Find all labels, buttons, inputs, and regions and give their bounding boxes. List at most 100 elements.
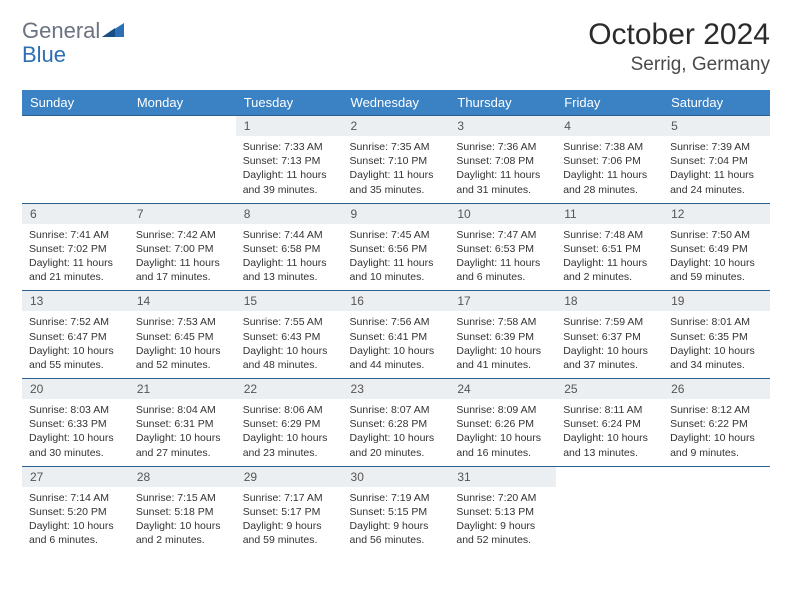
calendar-day-cell: 17Sunrise: 7:58 AMSunset: 6:39 PMDayligh… (449, 291, 556, 379)
day-number: 27 (22, 467, 129, 487)
calendar-day-cell: 13Sunrise: 7:52 AMSunset: 6:47 PMDayligh… (22, 291, 129, 379)
day-ss: Sunset: 5:13 PM (456, 505, 549, 519)
day-number: 8 (236, 204, 343, 224)
day-number: 14 (129, 291, 236, 311)
day-ss: Sunset: 7:02 PM (29, 242, 122, 256)
calendar-day-cell: 19Sunrise: 8:01 AMSunset: 6:35 PMDayligh… (663, 291, 770, 379)
day-number: 19 (663, 291, 770, 311)
day-dl: Daylight: 11 hours and 17 minutes. (136, 256, 229, 284)
day-sr: Sunrise: 7:44 AM (243, 228, 336, 242)
day-number: 16 (343, 291, 450, 311)
calendar-day-cell: 4Sunrise: 7:38 AMSunset: 7:06 PMDaylight… (556, 116, 663, 204)
day-number: 1 (236, 116, 343, 136)
calendar-day-cell: 29Sunrise: 7:17 AMSunset: 5:17 PMDayligh… (236, 466, 343, 553)
day-sr: Sunrise: 7:50 AM (670, 228, 763, 242)
day-details: Sunrise: 7:47 AMSunset: 6:53 PMDaylight:… (449, 224, 556, 291)
day-sr: Sunrise: 8:03 AM (29, 403, 122, 417)
calendar-day-cell: 5Sunrise: 7:39 AMSunset: 7:04 PMDaylight… (663, 116, 770, 204)
day-details: Sunrise: 8:07 AMSunset: 6:28 PMDaylight:… (343, 399, 450, 466)
calendar-day-cell: 10Sunrise: 7:47 AMSunset: 6:53 PMDayligh… (449, 203, 556, 291)
day-ss: Sunset: 7:10 PM (350, 154, 443, 168)
month-title: October 2024 (588, 18, 770, 52)
day-number: 20 (22, 379, 129, 399)
calendar-day-cell: 28Sunrise: 7:15 AMSunset: 5:18 PMDayligh… (129, 466, 236, 553)
day-details: Sunrise: 7:50 AMSunset: 6:49 PMDaylight:… (663, 224, 770, 291)
day-number: 5 (663, 116, 770, 136)
day-details: Sunrise: 8:12 AMSunset: 6:22 PMDaylight:… (663, 399, 770, 466)
day-details: Sunrise: 7:38 AMSunset: 7:06 PMDaylight:… (556, 136, 663, 203)
day-details: Sunrise: 7:59 AMSunset: 6:37 PMDaylight:… (556, 311, 663, 378)
day-details: Sunrise: 7:39 AMSunset: 7:04 PMDaylight:… (663, 136, 770, 203)
weekday-saturday: Saturday (663, 90, 770, 116)
day-details: Sunrise: 7:44 AMSunset: 6:58 PMDaylight:… (236, 224, 343, 291)
day-number: 22 (236, 379, 343, 399)
day-dl: Daylight: 11 hours and 31 minutes. (456, 168, 549, 196)
day-number: 26 (663, 379, 770, 399)
day-number: 28 (129, 467, 236, 487)
day-number: 6 (22, 204, 129, 224)
day-dl: Daylight: 10 hours and 27 minutes. (136, 431, 229, 459)
day-sr: Sunrise: 8:11 AM (563, 403, 656, 417)
day-dl: Daylight: 10 hours and 23 minutes. (243, 431, 336, 459)
day-sr: Sunrise: 8:04 AM (136, 403, 229, 417)
calendar-day-cell: 21Sunrise: 8:04 AMSunset: 6:31 PMDayligh… (129, 379, 236, 467)
day-sr: Sunrise: 8:06 AM (243, 403, 336, 417)
day-details: Sunrise: 7:48 AMSunset: 6:51 PMDaylight:… (556, 224, 663, 291)
day-details: Sunrise: 8:09 AMSunset: 6:26 PMDaylight:… (449, 399, 556, 466)
weekday-friday: Friday (556, 90, 663, 116)
day-ss: Sunset: 5:17 PM (243, 505, 336, 519)
day-sr: Sunrise: 7:15 AM (136, 491, 229, 505)
calendar-day-cell: 2Sunrise: 7:35 AMSunset: 7:10 PMDaylight… (343, 116, 450, 204)
header: General October 2024 Serrig, Germany (22, 18, 770, 76)
day-details: Sunrise: 7:35 AMSunset: 7:10 PMDaylight:… (343, 136, 450, 203)
day-sr: Sunrise: 7:48 AM (563, 228, 656, 242)
day-details: Sunrise: 8:06 AMSunset: 6:29 PMDaylight:… (236, 399, 343, 466)
location: Serrig, Germany (588, 54, 770, 76)
day-number: 15 (236, 291, 343, 311)
day-ss: Sunset: 6:31 PM (136, 417, 229, 431)
calendar-day-cell: . (663, 466, 770, 553)
day-dl: Daylight: 10 hours and 59 minutes. (670, 256, 763, 284)
logo-text-blue-wrap: Blue (22, 42, 66, 68)
calendar-week-row: 27Sunrise: 7:14 AMSunset: 5:20 PMDayligh… (22, 466, 770, 553)
calendar-day-cell: 26Sunrise: 8:12 AMSunset: 6:22 PMDayligh… (663, 379, 770, 467)
weekday-monday: Monday (129, 90, 236, 116)
day-dl: Daylight: 10 hours and 30 minutes. (29, 431, 122, 459)
day-ss: Sunset: 6:47 PM (29, 330, 122, 344)
day-ss: Sunset: 7:00 PM (136, 242, 229, 256)
calendar-week-row: ..1Sunrise: 7:33 AMSunset: 7:13 PMDaylig… (22, 116, 770, 204)
day-number: 7 (129, 204, 236, 224)
day-ss: Sunset: 6:49 PM (670, 242, 763, 256)
day-sr: Sunrise: 7:56 AM (350, 315, 443, 329)
calendar-day-cell: 12Sunrise: 7:50 AMSunset: 6:49 PMDayligh… (663, 203, 770, 291)
day-sr: Sunrise: 7:17 AM (243, 491, 336, 505)
day-number: 18 (556, 291, 663, 311)
day-details: Sunrise: 7:58 AMSunset: 6:39 PMDaylight:… (449, 311, 556, 378)
day-ss: Sunset: 6:33 PM (29, 417, 122, 431)
day-dl: Daylight: 10 hours and 44 minutes. (350, 344, 443, 372)
calendar-day-cell: 24Sunrise: 8:09 AMSunset: 6:26 PMDayligh… (449, 379, 556, 467)
day-ss: Sunset: 6:45 PM (136, 330, 229, 344)
calendar-day-cell: 11Sunrise: 7:48 AMSunset: 6:51 PMDayligh… (556, 203, 663, 291)
day-dl: Daylight: 10 hours and 20 minutes. (350, 431, 443, 459)
day-details: Sunrise: 8:01 AMSunset: 6:35 PMDaylight:… (663, 311, 770, 378)
calendar-week-row: 13Sunrise: 7:52 AMSunset: 6:47 PMDayligh… (22, 291, 770, 379)
day-details: Sunrise: 7:17 AMSunset: 5:17 PMDaylight:… (236, 487, 343, 554)
day-dl: Daylight: 10 hours and 34 minutes. (670, 344, 763, 372)
day-number: 4 (556, 116, 663, 136)
calendar-day-cell: 31Sunrise: 7:20 AMSunset: 5:13 PMDayligh… (449, 466, 556, 553)
day-sr: Sunrise: 7:52 AM (29, 315, 122, 329)
day-dl: Daylight: 10 hours and 16 minutes. (456, 431, 549, 459)
day-dl: Daylight: 11 hours and 35 minutes. (350, 168, 443, 196)
day-ss: Sunset: 5:18 PM (136, 505, 229, 519)
day-sr: Sunrise: 7:33 AM (243, 140, 336, 154)
day-details: Sunrise: 7:14 AMSunset: 5:20 PMDaylight:… (22, 487, 129, 554)
calendar-day-cell: 9Sunrise: 7:45 AMSunset: 6:56 PMDaylight… (343, 203, 450, 291)
day-sr: Sunrise: 7:38 AM (563, 140, 656, 154)
day-ss: Sunset: 6:29 PM (243, 417, 336, 431)
weekday-header-row: Sunday Monday Tuesday Wednesday Thursday… (22, 90, 770, 116)
day-dl: Daylight: 10 hours and 6 minutes. (29, 519, 122, 547)
day-dl: Daylight: 10 hours and 13 minutes. (563, 431, 656, 459)
day-details: Sunrise: 8:03 AMSunset: 6:33 PMDaylight:… (22, 399, 129, 466)
day-details: Sunrise: 7:41 AMSunset: 7:02 PMDaylight:… (22, 224, 129, 291)
